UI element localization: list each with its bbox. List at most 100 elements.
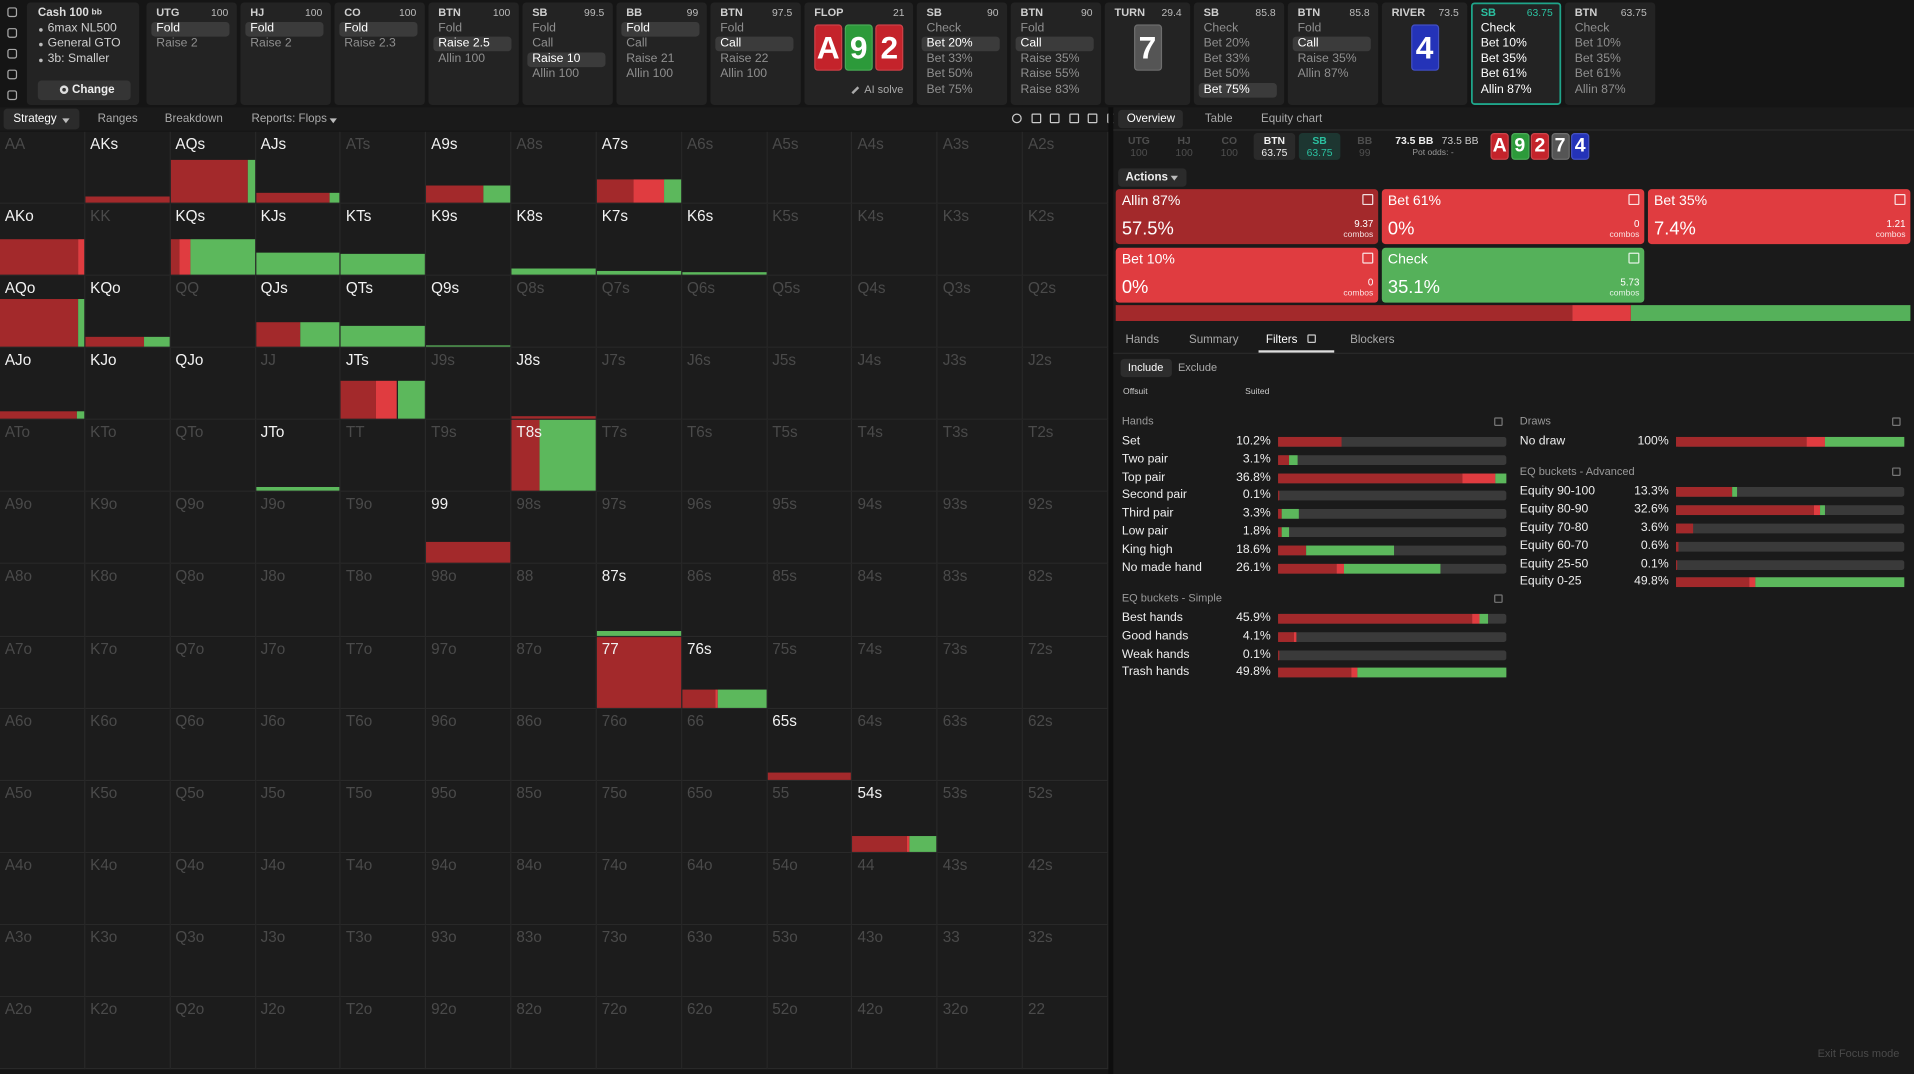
action-option[interactable]: Allin 87%	[1297, 67, 1349, 81]
filter-tab[interactable]: Summary	[1188, 333, 1239, 347]
action-box[interactable]: Bet 10% 0% 0 combos	[1115, 247, 1379, 303]
action-option[interactable]: Bet 50%	[1203, 67, 1250, 81]
hand-cell[interactable]: 98o	[426, 564, 512, 637]
hand-cell[interactable]: 93o	[426, 924, 512, 998]
hand-cell[interactable]: 77	[596, 636, 683, 709]
action-option[interactable]: Call	[1292, 37, 1371, 52]
hand-cell[interactable]: 53o	[767, 924, 853, 998]
hand-cell[interactable]: A8s	[511, 131, 597, 204]
hand-cell[interactable]: A3o	[0, 924, 86, 998]
hand-cell[interactable]: 76o	[596, 708, 683, 781]
hand-cell[interactable]: 64s	[852, 708, 938, 781]
action-option[interactable]: Raise 35%	[1020, 52, 1080, 66]
action-column[interactable]: SB 85.8 Check Bet 20% Bet 33% Bet 50% Bet 75%	[1193, 2, 1285, 105]
action-column[interactable]: CO 100 Fold Raise 2.3	[334, 2, 425, 105]
side-icon[interactable]	[7, 48, 18, 59]
hand-cell[interactable]: K8s	[511, 203, 597, 276]
hand-cell[interactable]: ATo	[0, 420, 86, 493]
hand-cell[interactable]: J7o	[255, 636, 342, 709]
action-option[interactable]: Fold	[339, 21, 418, 37]
hand-cell[interactable]: KJs	[255, 203, 342, 276]
hand-cell[interactable]: 63o	[682, 924, 768, 998]
overview-tab[interactable]: Table	[1204, 112, 1233, 126]
hand-cell[interactable]: QTo	[170, 420, 256, 493]
side-icon[interactable]	[7, 69, 18, 80]
hand-cell[interactable]: K8o	[85, 564, 171, 637]
hand-cell[interactable]: 85o	[511, 780, 597, 853]
hand-cell[interactable]: T5s	[767, 420, 853, 493]
action-option[interactable]: Bet 75%	[926, 82, 973, 96]
hand-cell[interactable]: QQ	[170, 276, 256, 349]
hand-cell[interactable]: 32s	[1023, 924, 1109, 998]
filter-tab[interactable]: Hands	[1125, 333, 1160, 347]
hand-cell[interactable]: 65s	[767, 708, 853, 781]
hand-cell[interactable]: 55	[767, 780, 853, 853]
action-column[interactable]: BTN 63.75 Check Bet 10% Bet 35% Bet 61% Allin …	[1564, 2, 1656, 105]
change-button[interactable]: Change	[37, 80, 131, 101]
hand-cell[interactable]: 86o	[511, 708, 597, 781]
toolbar-tab[interactable]: Strategy	[13, 112, 57, 126]
hand-cell[interactable]: 65o	[682, 780, 768, 853]
hand-cell[interactable]: Q3s	[937, 276, 1024, 349]
action-option[interactable]: Raise 35%	[1297, 52, 1357, 66]
action-option[interactable]: Check	[1574, 21, 1610, 36]
hand-cell[interactable]: K7s	[596, 203, 683, 276]
hand-cell[interactable]: Q2o	[170, 997, 256, 1070]
action-option[interactable]: Allin 100	[532, 67, 580, 81]
hand-cell[interactable]: 96o	[426, 708, 512, 781]
hand-cell[interactable]: J5o	[255, 780, 342, 853]
action-option[interactable]: Call	[1015, 37, 1094, 52]
hand-cell[interactable]: QJs	[255, 276, 342, 349]
hand-cell[interactable]: K7o	[85, 636, 171, 709]
hand-cell[interactable]: Q8o	[170, 564, 256, 637]
hand-cell[interactable]: 92s	[1023, 492, 1109, 565]
hand-cell[interactable]: J5s	[767, 348, 853, 421]
hand-cell[interactable]: J6s	[682, 348, 768, 421]
action-option[interactable]: Call	[626, 37, 648, 51]
action-option[interactable]: Raise 2.3	[344, 37, 396, 51]
action-column[interactable]: BTN 97.5 Fold Call Raise 22 Allin 100	[710, 2, 801, 105]
exit-focus[interactable]: Exit Focus mode	[1817, 1047, 1900, 1060]
action-option[interactable]: Bet 20%	[1203, 37, 1250, 51]
hand-cell[interactable]: 72s	[1023, 636, 1109, 709]
hand-cell[interactable]: T5o	[341, 780, 427, 853]
street-column[interactable]: FLOP 21 A 9 2 AI solve	[804, 2, 914, 105]
hand-cell[interactable]: Q7s	[596, 276, 683, 349]
action-option[interactable]: Fold	[151, 21, 230, 37]
hand-cell[interactable]: A9s	[426, 131, 512, 204]
hand-cell[interactable]: 62o	[682, 997, 768, 1070]
filter-tab[interactable]: Blockers	[1350, 333, 1395, 347]
actions-dropdown-bg[interactable]	[1118, 168, 1187, 187]
hand-cell[interactable]: 66	[682, 708, 768, 781]
hand-cell[interactable]: Q9s	[426, 276, 512, 349]
side-icon[interactable]	[7, 28, 18, 38]
hand-cell[interactable]: KTs	[341, 203, 427, 276]
hand-cell[interactable]: AKo	[0, 203, 86, 276]
action-column[interactable]: BTN 90 Fold Call Raise 35% Raise 55% Raise 83%	[1010, 2, 1102, 105]
action-option[interactable]: Bet 33%	[1203, 52, 1250, 66]
hand-cell[interactable]: 64o	[682, 852, 768, 925]
action-option[interactable]: Bet 35%	[1574, 52, 1621, 66]
hand-cell[interactable]: J8s	[511, 348, 597, 421]
hand-cell[interactable]: K2s	[1023, 203, 1109, 276]
hand-cell[interactable]: 82s	[1023, 564, 1109, 637]
hand-cell[interactable]: A5s	[767, 131, 853, 204]
hand-cell[interactable]: T7o	[341, 636, 427, 709]
hand-cell[interactable]: T2s	[1023, 420, 1109, 493]
hand-cell[interactable]: T7s	[596, 420, 683, 493]
hand-cell[interactable]: 95o	[426, 780, 512, 853]
action-option[interactable]: Check	[926, 21, 962, 36]
street-column[interactable]: RIVER 73.5 4	[1381, 2, 1468, 105]
hand-cell[interactable]: A7s	[596, 131, 683, 204]
hand-cell[interactable]: K9o	[85, 492, 171, 565]
hand-cell[interactable]: A2s	[1023, 131, 1109, 204]
hand-cell[interactable]: 53s	[937, 780, 1024, 853]
hand-cell[interactable]: Q6o	[170, 708, 256, 781]
action-option[interactable]: Fold	[245, 21, 324, 37]
action-column[interactable]: HJ 100 Fold Raise 2	[240, 2, 331, 105]
hand-cell[interactable]: J4o	[255, 852, 342, 925]
action-option[interactable]: Raise 2	[250, 37, 292, 51]
hand-cell[interactable]: T9s	[426, 420, 512, 493]
hand-cell[interactable]: KK	[85, 203, 171, 276]
hand-cell[interactable]: 87s	[596, 564, 683, 637]
